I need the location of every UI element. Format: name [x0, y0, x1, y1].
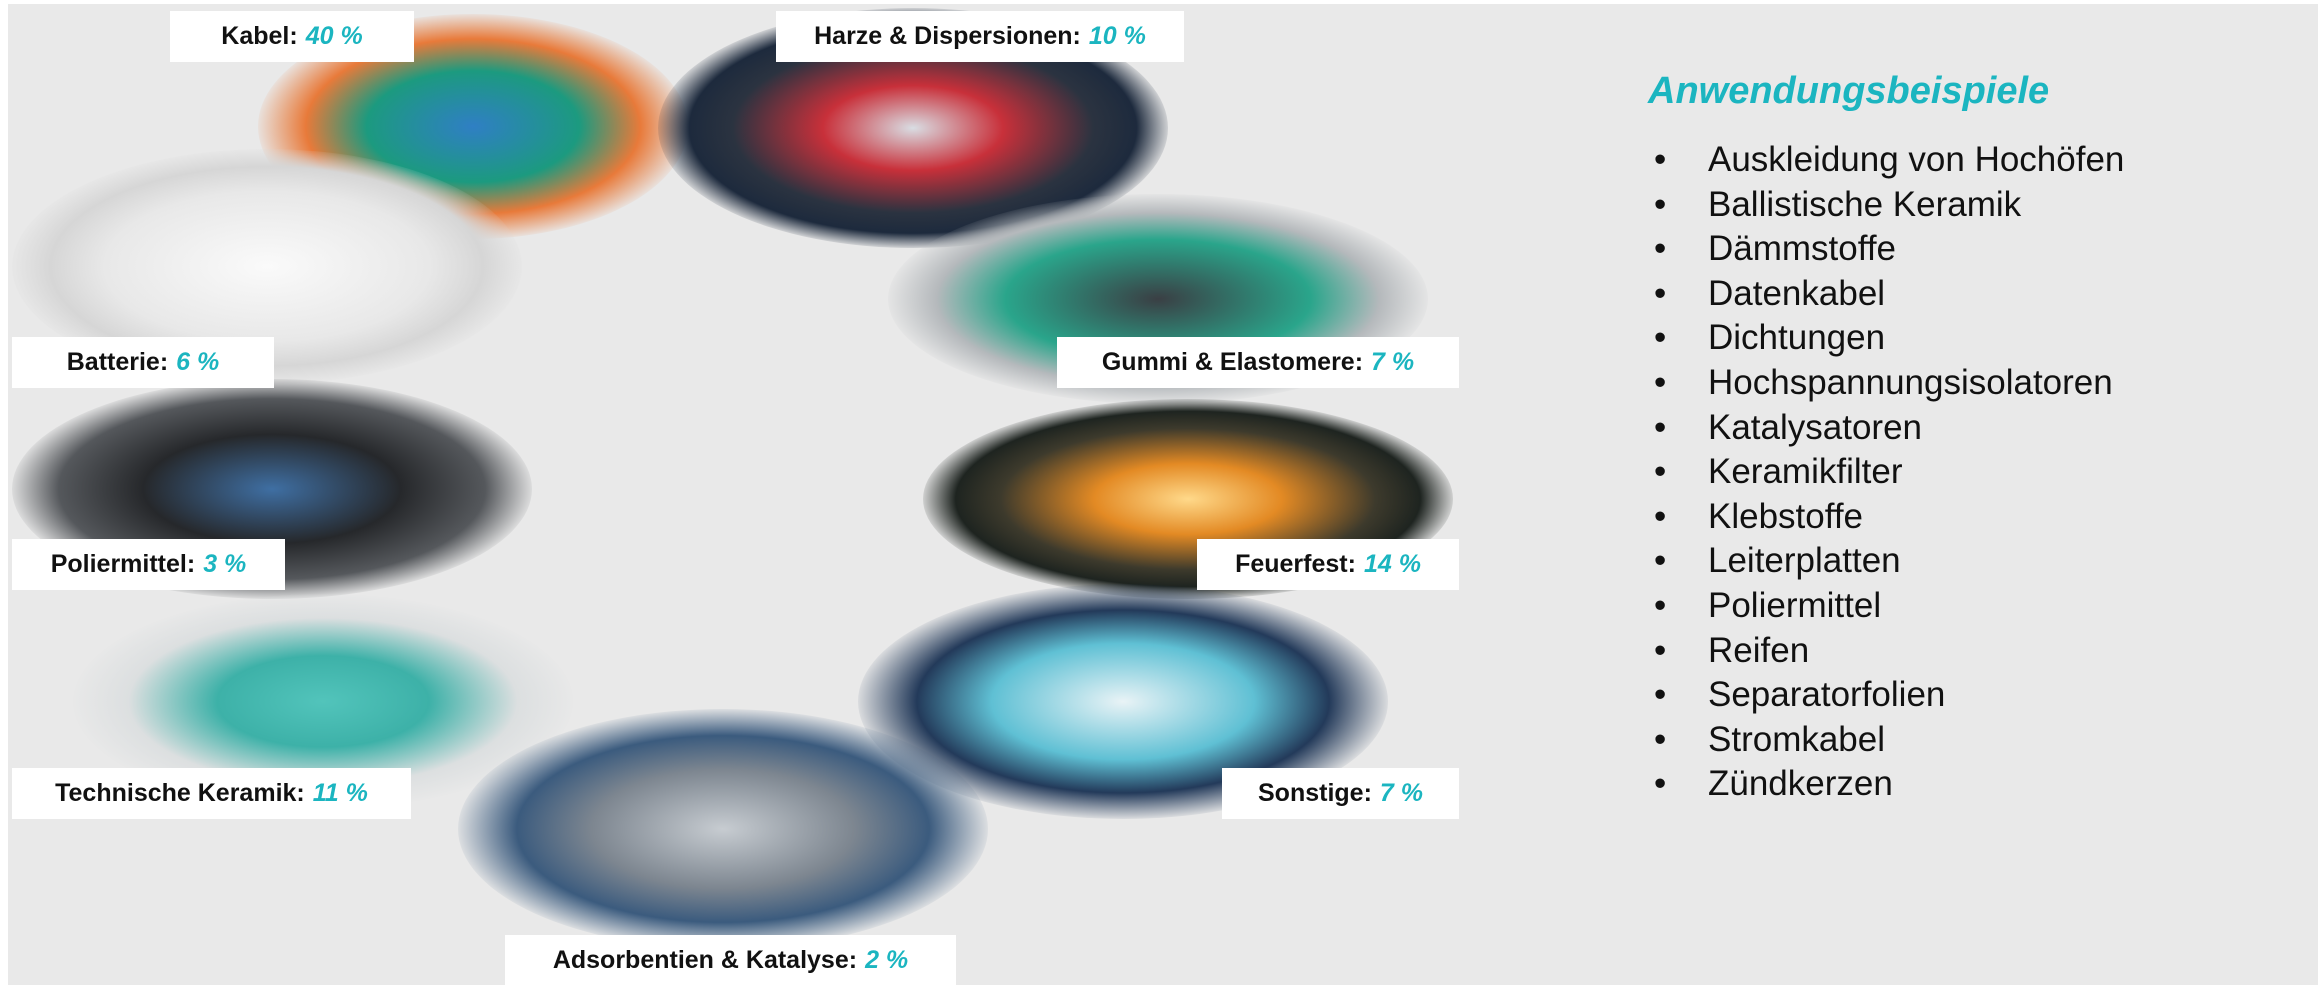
segment-name: Harze & Dispersionen: — [814, 22, 1081, 51]
example-item: Hochspannungsisolatoren — [1648, 361, 2124, 406]
segment-share: 7 % — [1371, 348, 1414, 377]
example-item: Keramikfilter — [1648, 450, 2124, 495]
examples-title: Anwendungsbeispiele — [1648, 70, 2049, 113]
example-item: Ballistische Keramik — [1648, 183, 2124, 228]
segment-share: 10 % — [1089, 22, 1146, 51]
example-item: Klebstoffe — [1648, 495, 2124, 540]
example-item: Stromkabel — [1648, 718, 2124, 763]
example-item: Poliermittel — [1648, 584, 2124, 629]
examples-list: Auskleidung von HochöfenBallistische Ker… — [1648, 138, 2124, 807]
example-item: Separatorfolien — [1648, 673, 2124, 718]
segment-label: Gummi & Elastomere: 7 % — [1057, 337, 1459, 388]
example-item: Zündkerzen — [1648, 762, 2124, 807]
example-item: Katalysatoren — [1648, 406, 2124, 451]
photo-refinery — [458, 709, 988, 949]
example-item: Dämmstoffe — [1648, 227, 2124, 272]
segment-label: Sonstige: 7 % — [1222, 768, 1459, 819]
example-item: Leiterplatten — [1648, 539, 2124, 584]
segment-label: Adsorbentien & Katalyse: 2 % — [505, 935, 956, 985]
slide: Kabel: 40 % Harze & Dispersionen: 10 % Batte… — [8, 4, 2318, 985]
example-item: Dichtungen — [1648, 316, 2124, 361]
segment-label: Technische Keramik: 11 % — [12, 768, 411, 819]
segment-share: 6 % — [176, 348, 219, 377]
segment-share: 40 % — [306, 22, 363, 51]
segment-share: 3 % — [203, 550, 246, 579]
segment-label: Poliermittel: 3 % — [12, 539, 285, 590]
example-item: Datenkabel — [1648, 272, 2124, 317]
segment-name: Kabel: — [221, 22, 297, 51]
segment-name: Adsorbentien & Katalyse: — [553, 946, 857, 975]
segment-name: Poliermittel: — [51, 550, 195, 579]
segment-label: Kabel: 40 % — [170, 11, 414, 62]
segment-name: Technische Keramik: — [55, 779, 305, 808]
segment-share: 11 % — [313, 779, 368, 808]
segment-share: 14 % — [1364, 550, 1421, 579]
example-item: Auskleidung von Hochöfen — [1648, 138, 2124, 183]
segment-name: Batterie: — [67, 348, 168, 377]
segment-label: Feuerfest: 14 % — [1197, 539, 1459, 590]
example-item: Reifen — [1648, 629, 2124, 674]
segment-share: 7 % — [1380, 779, 1423, 808]
segment-name: Sonstige: — [1258, 779, 1372, 808]
segment-name: Feuerfest: — [1235, 550, 1356, 579]
segment-label: Batterie: 6 % — [12, 337, 274, 388]
segment-label: Harze & Dispersionen: 10 % — [776, 11, 1184, 62]
segment-name: Gummi & Elastomere: — [1102, 348, 1363, 377]
segment-share: 2 % — [865, 946, 908, 975]
